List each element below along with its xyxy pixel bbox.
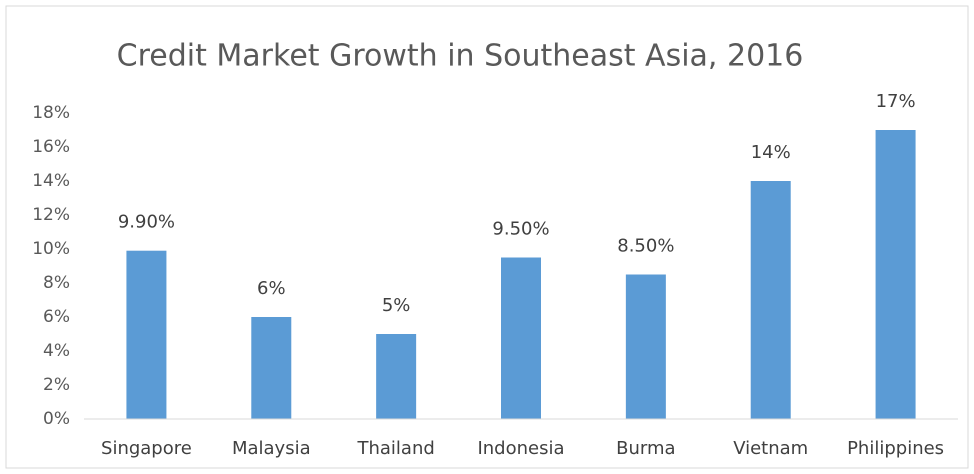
x-tick-label: Thailand [356, 438, 434, 459]
bar [501, 257, 541, 419]
y-tick-label: 6% [43, 307, 70, 327]
data-label: 5% [382, 295, 411, 316]
chart-title: Credit Market Growth in Southeast Asia, … [117, 39, 804, 74]
data-label: 6% [257, 278, 286, 299]
x-tick-label: Philippines [847, 438, 944, 459]
y-tick-label: 12% [32, 205, 70, 225]
bar [750, 181, 791, 419]
y-tick-label: 10% [32, 239, 70, 259]
y-tick-label: 0% [43, 409, 70, 429]
x-tick-label: Vietnam [733, 438, 808, 459]
x-tick-label: Malaysia [232, 438, 311, 459]
data-label: 8.50% [617, 236, 674, 257]
x-tick-label: Singapore [101, 438, 192, 459]
y-tick-label: 4% [43, 341, 70, 361]
data-label: 17% [876, 91, 916, 112]
y-tick-label: 18% [32, 103, 70, 123]
y-tick-label: 16% [32, 137, 70, 157]
y-tick-label: 2% [43, 375, 70, 395]
data-label: 14% [751, 142, 791, 163]
y-tick-label: 14% [32, 171, 70, 191]
data-label: 9.50% [492, 219, 549, 240]
bar [251, 317, 292, 419]
y-tick-label: 8% [43, 273, 70, 293]
x-tick-label: Indonesia [477, 438, 564, 459]
data-label: 9.90% [118, 212, 175, 233]
bar [875, 130, 916, 419]
bar [625, 274, 666, 419]
bar [376, 334, 417, 419]
bar [126, 250, 167, 419]
x-tick-label: Burma [616, 438, 675, 459]
